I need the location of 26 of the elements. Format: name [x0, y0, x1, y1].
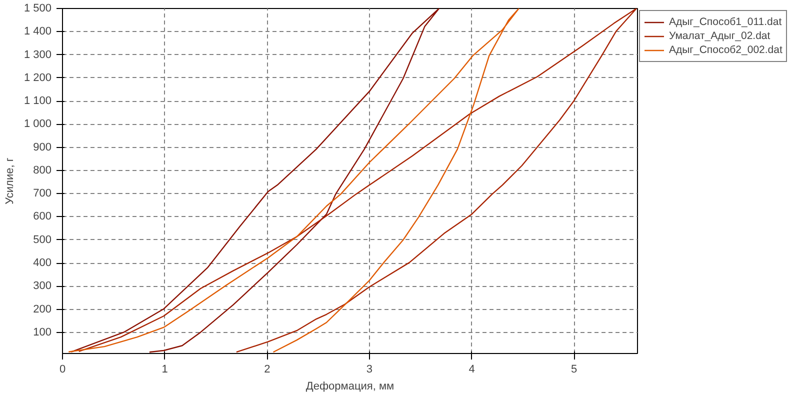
y-tick-label: 1 200 [24, 72, 52, 84]
y-tick-label: 1 400 [24, 26, 52, 38]
y-tick-label: 600 [33, 210, 52, 223]
y-tick-label: 700 [33, 188, 52, 200]
y-tick-label: 1 100 [24, 95, 52, 108]
y-tick-label: 300 [33, 280, 52, 292]
x-axis-title: Деформация, мм [306, 380, 394, 392]
y-tick-label: 400 [33, 257, 52, 270]
legend-label: Адыг_Способ2_002.dat [669, 43, 782, 57]
y-tick-label: 100 [33, 326, 52, 338]
y-tick-label: 900 [33, 141, 52, 154]
legend-label: Адыг_Способ1_011.dat [669, 15, 782, 29]
y-tick-label: 500 [33, 234, 52, 246]
y-tick-label: 200 [33, 303, 52, 316]
x-tick-label: 4 [468, 364, 475, 376]
x-tick-label: 2 [264, 364, 270, 376]
x-tick-label: 3 [366, 364, 373, 376]
x-tick-label: 1 [162, 364, 168, 376]
y-tick-label: 1 000 [24, 118, 52, 130]
y-tick-label: 1 500 [24, 2, 52, 14]
x-tick-label: 0 [59, 364, 66, 376]
y-tick-label: 800 [33, 164, 52, 176]
y-tick-label: 1 300 [24, 48, 52, 61]
x-tick-label: 5 [571, 364, 578, 376]
y-axis-title: Усилие, г [4, 158, 16, 204]
legend-label: Умалат_Адыг_02.dat [669, 29, 770, 43]
